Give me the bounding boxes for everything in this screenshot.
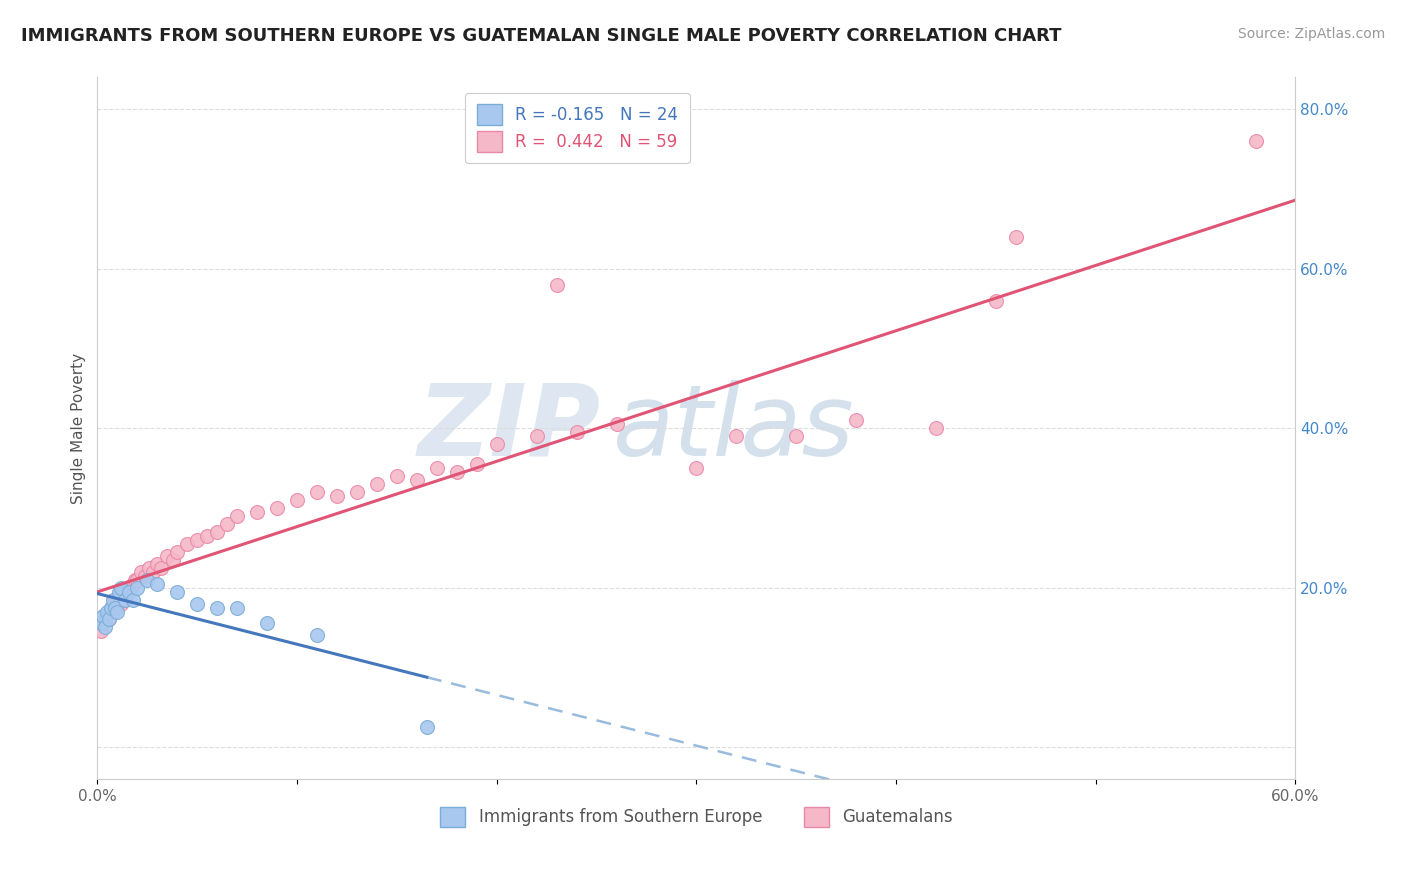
Text: atlas: atlas [613,380,855,476]
Point [108,584,131,599]
Point [112,584,135,599]
Point [984,293,1007,308]
Point [146,576,169,591]
Point [226,600,249,615]
Point [105,605,128,619]
Text: ZIP: ZIP [418,380,600,476]
Point [186,597,208,611]
Point [90,624,112,639]
Point [256,616,278,631]
Point [845,413,868,427]
Point [725,429,748,443]
Point [285,492,308,507]
Point [785,429,807,443]
Point [146,557,169,571]
Point [416,720,439,734]
Point [100,600,122,615]
Point [485,437,508,451]
Point [166,584,188,599]
Point [96,605,118,619]
Point [205,600,228,615]
Point [1244,134,1267,148]
Point [142,565,165,579]
Point [108,589,131,603]
Point [104,592,127,607]
Point [122,576,145,591]
Point [465,457,488,471]
Point [606,417,628,432]
Point [186,533,208,547]
Point [124,573,146,587]
Point [526,429,548,443]
Point [195,529,218,543]
Point [94,612,117,626]
Point [110,597,132,611]
Point [103,592,125,607]
Point [136,573,159,587]
Point [226,508,249,523]
Point [94,620,117,634]
Point [156,549,179,563]
Point [98,612,121,626]
Point [138,560,160,574]
Point [366,477,388,491]
Point [93,616,115,631]
Point [105,600,128,615]
Point [217,516,239,531]
Text: Source: ZipAtlas.com: Source: ZipAtlas.com [1237,27,1385,41]
Point [93,608,115,623]
Point [346,485,368,500]
Point [446,465,468,479]
Point [305,628,328,642]
Point [925,421,948,435]
Point [127,573,149,587]
Point [96,608,118,623]
Point [685,461,707,475]
Point [326,489,349,503]
Point [117,581,139,595]
Point [166,545,188,559]
Point [426,461,449,475]
Y-axis label: Single Male Poverty: Single Male Poverty [72,352,86,504]
Point [405,473,427,487]
Point [266,500,288,515]
Point [205,524,228,539]
Point [305,485,328,500]
Point [110,581,132,595]
Point [118,584,141,599]
Point [120,581,142,595]
Point [150,560,173,574]
Point [546,277,568,292]
Point [176,537,198,551]
Point [129,565,152,579]
Point [134,568,156,582]
Point [127,581,149,595]
Text: IMMIGRANTS FROM SOUTHERN EUROPE VS GUATEMALAN SINGLE MALE POVERTY CORRELATION CH: IMMIGRANTS FROM SOUTHERN EUROPE VS GUATE… [21,27,1062,45]
Point [118,584,141,599]
Point [122,592,145,607]
Point [90,616,112,631]
Point [246,505,269,519]
Point [162,552,184,566]
Point [565,425,588,439]
Point [385,469,408,483]
Point [100,600,122,615]
Legend: Immigrants from Southern Europe, Guatemalans: Immigrants from Southern Europe, Guatema… [433,800,959,834]
Point [103,605,125,619]
Point [98,612,121,626]
Point [114,592,136,607]
Point [114,592,136,607]
Point [1005,230,1028,244]
Point [104,600,127,615]
